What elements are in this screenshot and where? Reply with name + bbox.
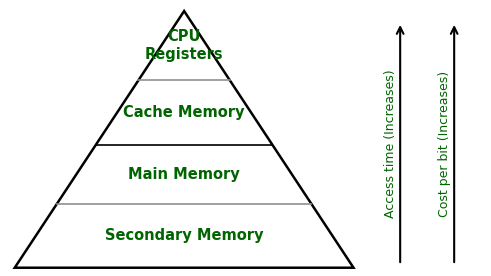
Text: Main Memory: Main Memory	[128, 166, 240, 182]
Polygon shape	[15, 11, 354, 268]
Text: CPU
Registers: CPU Registers	[145, 30, 223, 62]
Text: Cost per bit (Increases): Cost per bit (Increases)	[438, 70, 451, 217]
Text: Secondary Memory: Secondary Memory	[105, 228, 263, 243]
Text: Access time (Increases): Access time (Increases)	[384, 69, 397, 218]
Text: Cache Memory: Cache Memory	[123, 105, 245, 120]
